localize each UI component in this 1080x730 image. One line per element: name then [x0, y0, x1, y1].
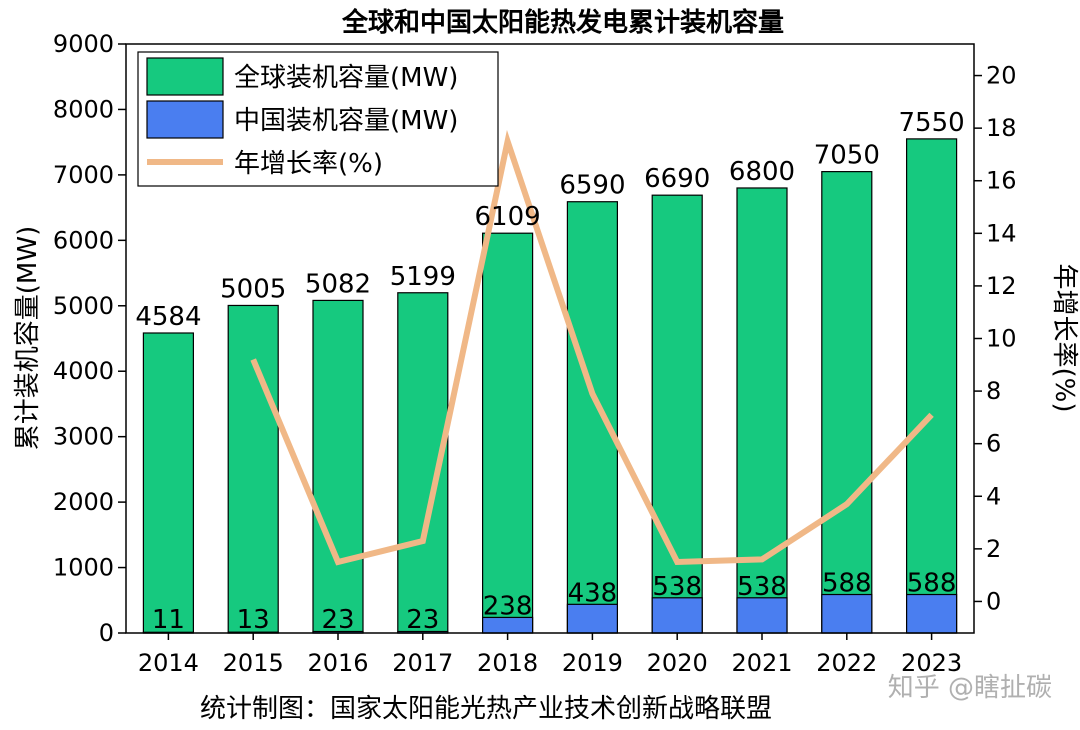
- data-label-global-2022: 7050: [814, 141, 880, 171]
- y-tick-label-7000: 7000: [53, 161, 114, 189]
- legend: 全球装机容量(MW) 中国装机容量(MW) 年增长率(%): [137, 51, 499, 187]
- data-label-china-2017: 23: [406, 605, 439, 635]
- x-tick-label-2017: 2017: [392, 649, 453, 677]
- data-label-china-2022: 588: [822, 569, 872, 599]
- bar-china-2023: [905, 593, 958, 634]
- y2-tick-label-2: 2: [986, 535, 1001, 563]
- bar-china-2022: [821, 593, 873, 634]
- y2-tick-label-18: 18: [986, 114, 1017, 142]
- x-tick-label-2021: 2021: [731, 649, 792, 677]
- data-label-global-2014: 4584: [135, 302, 201, 332]
- legend-label-growth: 年增长率(%): [234, 149, 383, 179]
- bar-global-2016: [312, 299, 364, 634]
- y2-tick-label-20: 20: [986, 62, 1017, 90]
- source-note: 统计制图：国家太阳能光热产业技术创新战略联盟: [200, 694, 772, 724]
- data-label-china-2018: 238: [483, 591, 533, 621]
- y-tick-label-3000: 3000: [53, 423, 114, 451]
- x-tick-label-2018: 2018: [477, 649, 538, 677]
- y2-tick-label-14: 14: [986, 219, 1017, 247]
- bar-china-2019: [566, 603, 619, 634]
- data-label-global-2020: 6690: [644, 164, 710, 194]
- y2-tick-label-0: 0: [986, 587, 1001, 615]
- data-label-global-2023: 7550: [899, 108, 965, 138]
- plot-area: 4584 5005 5082 5199 6109 6590 6690 6800 7050 7550…: [135, 108, 964, 635]
- y2-tick-label-4: 4: [986, 482, 1001, 510]
- bar-global-2015: [227, 304, 279, 634]
- series-line-growth: [250, 129, 934, 566]
- bar-global-2021: [736, 187, 788, 634]
- x-tick-label-2023: 2023: [901, 649, 962, 677]
- x-tick-label-2015: 2015: [223, 649, 284, 677]
- data-label-china-2015: 13: [237, 605, 270, 635]
- y-tick-label-4000: 4000: [53, 357, 114, 385]
- x-tick-label-2014: 2014: [138, 649, 199, 677]
- data-label-china-2023: 588: [907, 569, 957, 599]
- bar-global-2019: [566, 201, 619, 634]
- bar-global-2014: [142, 332, 194, 634]
- legend-swatch-global: [146, 57, 224, 96]
- data-label-global-2017: 5199: [390, 262, 456, 292]
- legend-label-china: 中国装机容量(MW): [234, 106, 458, 136]
- legend-label-global: 全球装机容量(MW): [234, 63, 458, 93]
- x-tick-label-2022: 2022: [816, 649, 877, 677]
- bar-global-2022: [821, 171, 873, 634]
- data-label-china-2016: 23: [321, 605, 354, 635]
- legend-swatch-china: [146, 100, 224, 139]
- data-label-china-2014: 11: [152, 605, 185, 635]
- y2-tick-label-6: 6: [986, 430, 1001, 458]
- y2-axis-title: 年增长率(%): [1049, 264, 1079, 413]
- bar-global-2018: [482, 232, 534, 634]
- y2-tick-label-12: 12: [986, 272, 1017, 300]
- data-label-global-2015: 5005: [220, 274, 286, 304]
- y-axis-title: 累计装机容量(MW): [13, 226, 43, 450]
- data-label-china-2019: 438: [568, 578, 618, 608]
- y2-tick-label-10: 10: [986, 325, 1017, 353]
- chart-title: 全球和中国太阳能热发电累计装机容量: [341, 7, 784, 38]
- y-tick-label-0: 0: [99, 619, 114, 647]
- data-label-china-2020: 538: [652, 572, 702, 602]
- data-label-china-2021: 538: [737, 572, 787, 602]
- data-label-global-2019: 6590: [559, 171, 625, 201]
- y-tick-label-1000: 1000: [53, 554, 114, 582]
- axes: 0100020003000400050006000700080009000024…: [53, 30, 1017, 677]
- y-tick-label-9000: 9000: [53, 30, 114, 58]
- y-tick-label-5000: 5000: [53, 292, 114, 320]
- y2-tick-label-8: 8: [986, 377, 1001, 405]
- x-tick-label-2016: 2016: [307, 649, 368, 677]
- y2-tick-label-16: 16: [986, 167, 1017, 195]
- bar-global-2023: [905, 138, 958, 634]
- data-label-global-2021: 6800: [729, 157, 795, 187]
- y-tick-label-8000: 8000: [53, 95, 114, 123]
- watermark: 知乎 @瞎扯碳: [888, 673, 1052, 703]
- bar-china-2020: [651, 597, 703, 634]
- data-label-global-2016: 5082: [305, 269, 371, 299]
- y-tick-label-2000: 2000: [53, 488, 114, 516]
- bar-china-2021: [736, 597, 788, 634]
- data-label-global-2018: 6109: [475, 202, 541, 232]
- x-tick-label-2020: 2020: [647, 649, 708, 677]
- x-tick-label-2019: 2019: [562, 649, 623, 677]
- y-tick-label-6000: 6000: [53, 226, 114, 254]
- bar-global-2020: [651, 194, 703, 634]
